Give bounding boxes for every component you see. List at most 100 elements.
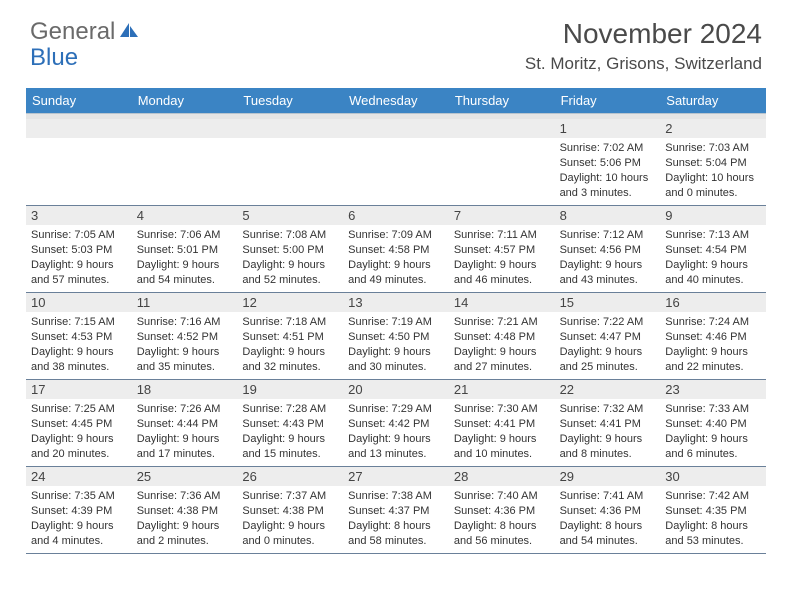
calendar-week: 3Sunrise: 7:05 AMSunset: 5:03 PMDaylight… — [26, 205, 766, 292]
calendar-header-row: SundayMondayTuesdayWednesdayThursdayFrid… — [26, 88, 766, 113]
calendar-day: 7Sunrise: 7:11 AMSunset: 4:57 PMDaylight… — [449, 206, 555, 292]
day-number: 14 — [449, 293, 555, 312]
day-details: Sunrise: 7:26 AMSunset: 4:44 PMDaylight:… — [132, 399, 238, 465]
calendar-day: 26Sunrise: 7:37 AMSunset: 4:38 PMDayligh… — [237, 467, 343, 553]
day-details: Sunrise: 7:13 AMSunset: 4:54 PMDaylight:… — [660, 225, 766, 291]
logo: General — [30, 18, 142, 46]
logo-sail-icon — [118, 21, 140, 44]
calendar-col-header: Sunday — [26, 88, 132, 113]
day-number: . — [132, 119, 238, 138]
calendar-week: . . . . . 1Sunrise: 7:02 AMSunset: 5:06 … — [26, 119, 766, 205]
day-details: Sunrise: 7:29 AMSunset: 4:42 PMDaylight:… — [343, 399, 449, 465]
calendar-col-header: Wednesday — [343, 88, 449, 113]
logo-text-blue: Blue — [30, 44, 78, 71]
calendar-day: 27Sunrise: 7:38 AMSunset: 4:37 PMDayligh… — [343, 467, 449, 553]
day-details: Sunrise: 7:21 AMSunset: 4:48 PMDaylight:… — [449, 312, 555, 378]
day-number: 26 — [237, 467, 343, 486]
calendar-day: 6Sunrise: 7:09 AMSunset: 4:58 PMDaylight… — [343, 206, 449, 292]
calendar-day: 20Sunrise: 7:29 AMSunset: 4:42 PMDayligh… — [343, 380, 449, 466]
calendar-day: 22Sunrise: 7:32 AMSunset: 4:41 PMDayligh… — [555, 380, 661, 466]
day-number: 15 — [555, 293, 661, 312]
day-details: Sunrise: 7:03 AMSunset: 5:04 PMDaylight:… — [660, 138, 766, 204]
logo-sub: Blue — [30, 44, 78, 72]
day-number: 19 — [237, 380, 343, 399]
day-details: Sunrise: 7:37 AMSunset: 4:38 PMDaylight:… — [237, 486, 343, 552]
day-number: 16 — [660, 293, 766, 312]
day-details: Sunrise: 7:24 AMSunset: 4:46 PMDaylight:… — [660, 312, 766, 378]
calendar-day: 15Sunrise: 7:22 AMSunset: 4:47 PMDayligh… — [555, 293, 661, 379]
calendar-day: 1Sunrise: 7:02 AMSunset: 5:06 PMDaylight… — [555, 119, 661, 205]
calendar-week: 10Sunrise: 7:15 AMSunset: 4:53 PMDayligh… — [26, 292, 766, 379]
calendar-col-header: Thursday — [449, 88, 555, 113]
calendar-day: 25Sunrise: 7:36 AMSunset: 4:38 PMDayligh… — [132, 467, 238, 553]
calendar-day: 11Sunrise: 7:16 AMSunset: 4:52 PMDayligh… — [132, 293, 238, 379]
day-details: Sunrise: 7:06 AMSunset: 5:01 PMDaylight:… — [132, 225, 238, 291]
calendar-week: 24Sunrise: 7:35 AMSunset: 4:39 PMDayligh… — [26, 466, 766, 553]
day-number: 20 — [343, 380, 449, 399]
day-number: 12 — [237, 293, 343, 312]
calendar-col-header: Saturday — [660, 88, 766, 113]
day-details: Sunrise: 7:40 AMSunset: 4:36 PMDaylight:… — [449, 486, 555, 552]
calendar-day: 19Sunrise: 7:28 AMSunset: 4:43 PMDayligh… — [237, 380, 343, 466]
day-number: 29 — [555, 467, 661, 486]
day-details: Sunrise: 7:15 AMSunset: 4:53 PMDaylight:… — [26, 312, 132, 378]
day-number: 27 — [343, 467, 449, 486]
calendar-day: 14Sunrise: 7:21 AMSunset: 4:48 PMDayligh… — [449, 293, 555, 379]
day-number: 3 — [26, 206, 132, 225]
day-details: Sunrise: 7:25 AMSunset: 4:45 PMDaylight:… — [26, 399, 132, 465]
day-number: 11 — [132, 293, 238, 312]
day-details: Sunrise: 7:32 AMSunset: 4:41 PMDaylight:… — [555, 399, 661, 465]
day-number: 8 — [555, 206, 661, 225]
day-details: Sunrise: 7:05 AMSunset: 5:03 PMDaylight:… — [26, 225, 132, 291]
calendar-day: . — [449, 119, 555, 205]
day-number: 17 — [26, 380, 132, 399]
day-details: Sunrise: 7:28 AMSunset: 4:43 PMDaylight:… — [237, 399, 343, 465]
day-details: Sunrise: 7:42 AMSunset: 4:35 PMDaylight:… — [660, 486, 766, 552]
day-number: 7 — [449, 206, 555, 225]
day-number: 9 — [660, 206, 766, 225]
calendar-day: 13Sunrise: 7:19 AMSunset: 4:50 PMDayligh… — [343, 293, 449, 379]
day-number: . — [343, 119, 449, 138]
calendar-day: 24Sunrise: 7:35 AMSunset: 4:39 PMDayligh… — [26, 467, 132, 553]
day-number: 22 — [555, 380, 661, 399]
day-details: Sunrise: 7:02 AMSunset: 5:06 PMDaylight:… — [555, 138, 661, 204]
day-details: Sunrise: 7:22 AMSunset: 4:47 PMDaylight:… — [555, 312, 661, 378]
day-number: 25 — [132, 467, 238, 486]
day-number: 21 — [449, 380, 555, 399]
day-details: Sunrise: 7:16 AMSunset: 4:52 PMDaylight:… — [132, 312, 238, 378]
day-details: Sunrise: 7:35 AMSunset: 4:39 PMDaylight:… — [26, 486, 132, 552]
calendar-day: 16Sunrise: 7:24 AMSunset: 4:46 PMDayligh… — [660, 293, 766, 379]
day-details: Sunrise: 7:30 AMSunset: 4:41 PMDaylight:… — [449, 399, 555, 465]
calendar-day: . — [132, 119, 238, 205]
day-number: 10 — [26, 293, 132, 312]
day-details: Sunrise: 7:08 AMSunset: 5:00 PMDaylight:… — [237, 225, 343, 291]
calendar-day: 21Sunrise: 7:30 AMSunset: 4:41 PMDayligh… — [449, 380, 555, 466]
day-number: 6 — [343, 206, 449, 225]
calendar-day: 29Sunrise: 7:41 AMSunset: 4:36 PMDayligh… — [555, 467, 661, 553]
logo-text-general: General — [30, 18, 115, 46]
day-details: Sunrise: 7:38 AMSunset: 4:37 PMDaylight:… — [343, 486, 449, 552]
calendar-day: 10Sunrise: 7:15 AMSunset: 4:53 PMDayligh… — [26, 293, 132, 379]
calendar: SundayMondayTuesdayWednesdayThursdayFrid… — [26, 88, 766, 554]
header: General November 2024 St. Moritz, Grison… — [0, 0, 792, 82]
day-number: 28 — [449, 467, 555, 486]
calendar-day: 23Sunrise: 7:33 AMSunset: 4:40 PMDayligh… — [660, 380, 766, 466]
calendar-day: 3Sunrise: 7:05 AMSunset: 5:03 PMDaylight… — [26, 206, 132, 292]
title-block: November 2024 St. Moritz, Grisons, Switz… — [525, 18, 762, 74]
day-details: Sunrise: 7:41 AMSunset: 4:36 PMDaylight:… — [555, 486, 661, 552]
location-label: St. Moritz, Grisons, Switzerland — [525, 54, 762, 74]
day-number: 23 — [660, 380, 766, 399]
day-number: . — [237, 119, 343, 138]
day-details: Sunrise: 7:09 AMSunset: 4:58 PMDaylight:… — [343, 225, 449, 291]
calendar-day: 18Sunrise: 7:26 AMSunset: 4:44 PMDayligh… — [132, 380, 238, 466]
calendar-body: . . . . . 1Sunrise: 7:02 AMSunset: 5:06 … — [26, 119, 766, 554]
calendar-day: 2Sunrise: 7:03 AMSunset: 5:04 PMDaylight… — [660, 119, 766, 205]
day-number: 2 — [660, 119, 766, 138]
day-details: Sunrise: 7:36 AMSunset: 4:38 PMDaylight:… — [132, 486, 238, 552]
day-number: 1 — [555, 119, 661, 138]
day-number: . — [449, 119, 555, 138]
day-number: 18 — [132, 380, 238, 399]
calendar-day: . — [343, 119, 449, 205]
day-details: Sunrise: 7:12 AMSunset: 4:56 PMDaylight:… — [555, 225, 661, 291]
day-number: 4 — [132, 206, 238, 225]
